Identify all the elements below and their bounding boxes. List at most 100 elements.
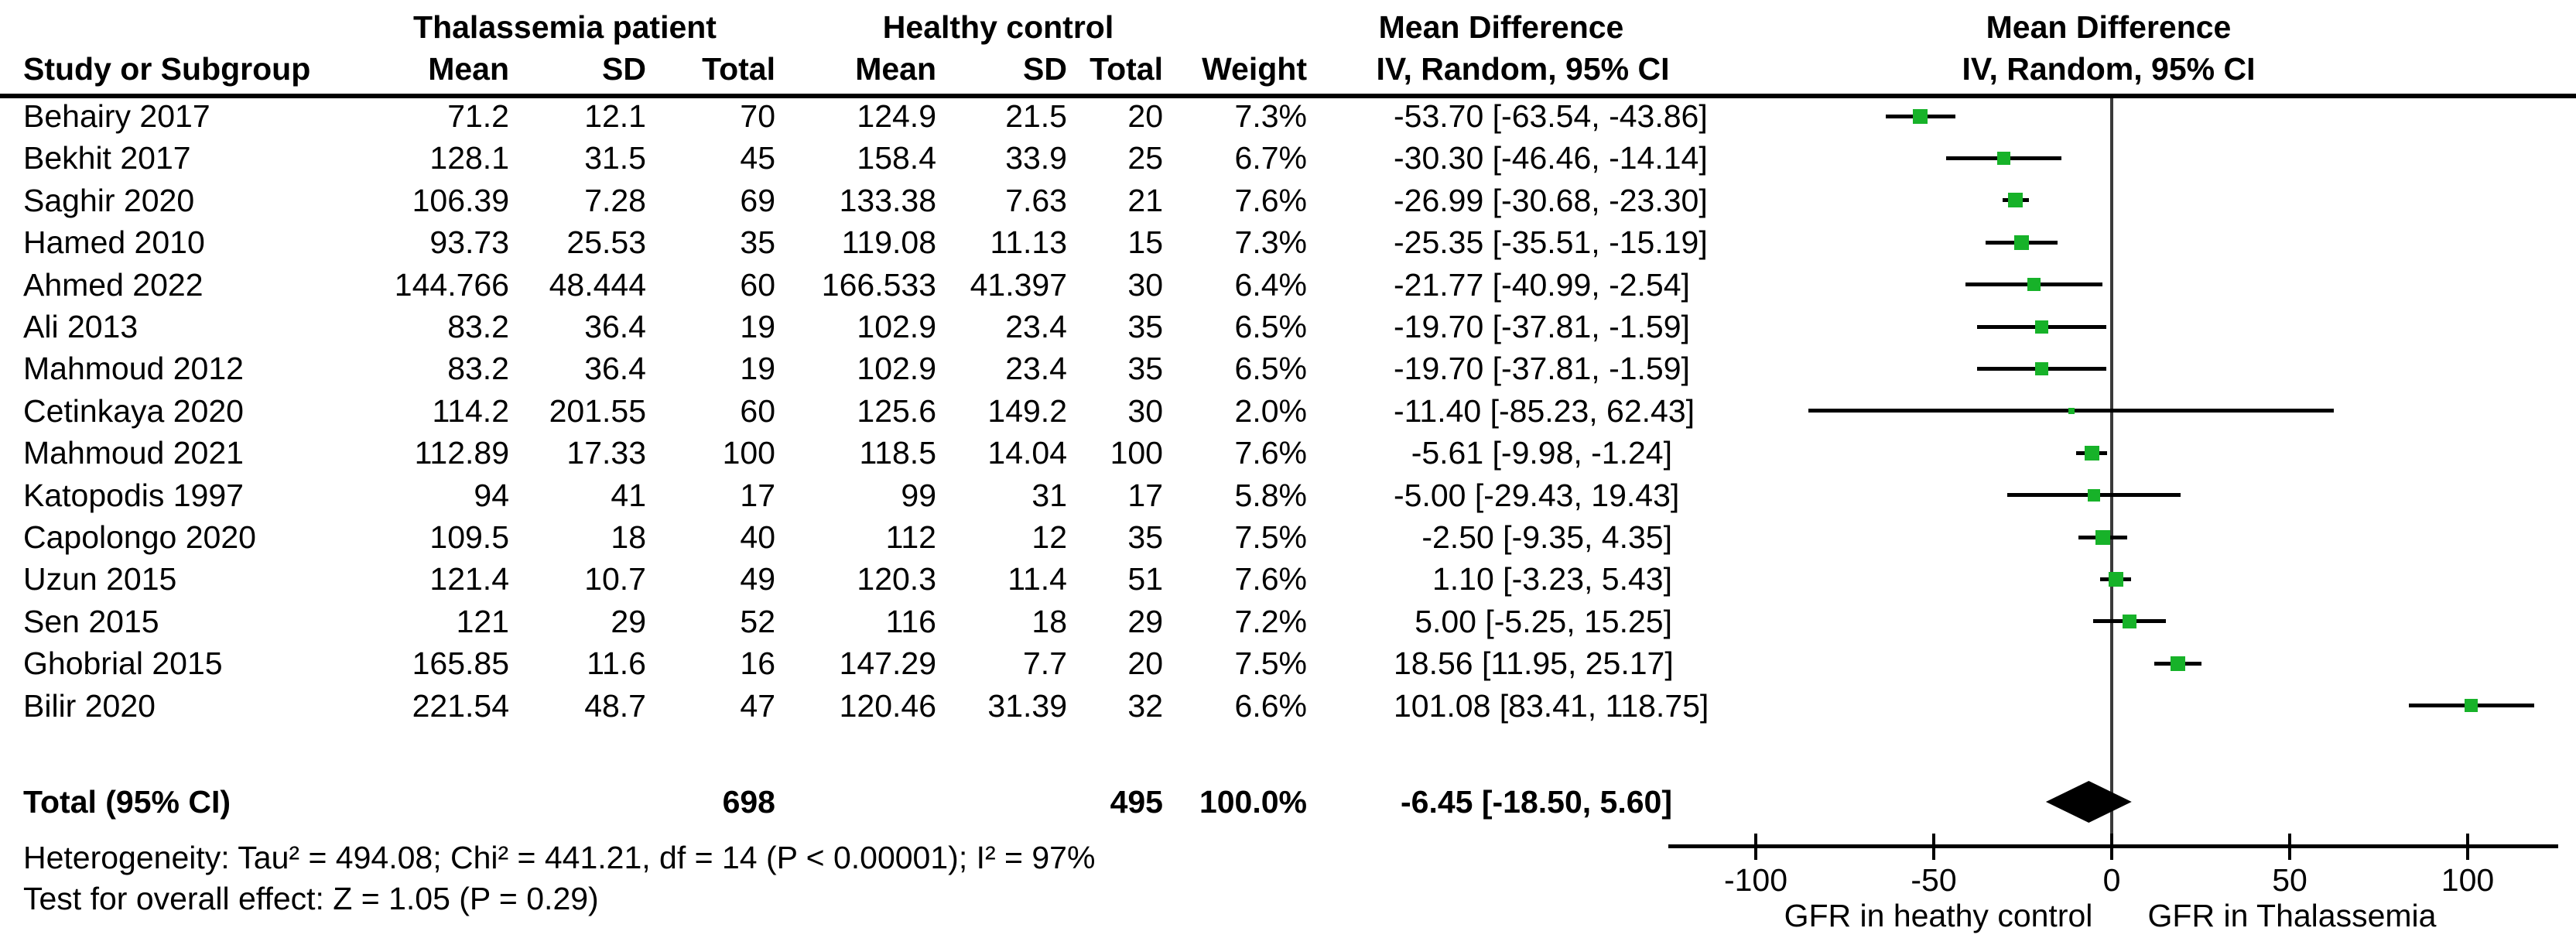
cell-ci: 5.00 [-5.25, 15.25]	[1415, 603, 1672, 639]
cell-ci: -11.40 [-85.23, 62.43]	[1394, 392, 1695, 429]
cell-c_sd: 18	[1031, 603, 1067, 639]
cell-c_total: 35	[1127, 351, 1163, 387]
cell-ci: -53.70 [-63.54, -43.86]	[1394, 98, 1708, 134]
cell-c_total: 21	[1127, 182, 1163, 218]
cell-ci: -19.70 [-37.81, -1.59]	[1394, 309, 1690, 344]
cell-t_sd: 48.7	[584, 687, 646, 724]
cell-weight: 7.6%	[1234, 435, 1307, 471]
cell-c_sd: 23.4	[1005, 309, 1067, 344]
cell-c_total: 20	[1127, 645, 1163, 682]
cell-t_total: 17	[740, 477, 775, 513]
point-estimate-square	[2034, 361, 2048, 375]
cell-weight: 6.5%	[1234, 309, 1307, 344]
point-estimate-square	[2095, 529, 2110, 545]
total-row-weight: 100.0%	[1199, 784, 1307, 820]
cell-weight: 7.5%	[1234, 519, 1307, 555]
cell-c_sd: 149.2	[987, 392, 1067, 429]
column-header-sd-thalassemia: SD	[602, 51, 646, 87]
cell-t_sd: 36.4	[584, 309, 646, 344]
cell-t_sd: 12.1	[584, 98, 646, 134]
cell-c_sd: 7.63	[1005, 182, 1067, 218]
cell-t_total: 69	[740, 182, 775, 218]
column-header-weight: Weight	[1202, 51, 1307, 87]
cell-t_mean: 165.85	[412, 645, 509, 682]
total-row-ci-text: -6.45 [-18.50, 5.60]	[1401, 784, 1672, 820]
cell-c_total: 35	[1127, 309, 1163, 344]
point-estimate-square	[2170, 656, 2185, 671]
cell-t_mean: 93.73	[429, 224, 509, 261]
cell-t_mean: 112.89	[414, 435, 509, 471]
column-header-mean-thalassemia: Mean	[428, 51, 509, 87]
cell-weight: 6.6%	[1234, 687, 1307, 724]
cell-study: Hamed 2010	[23, 224, 205, 261]
cell-c_mean: 119.08	[841, 224, 936, 261]
cell-c_mean: 112	[885, 519, 936, 555]
cell-t_total: 60	[740, 266, 775, 303]
cell-ci: 101.08 [83.41, 118.75]	[1394, 687, 1709, 724]
cell-c_total: 32	[1127, 687, 1163, 724]
cell-study: Katopodis 1997	[23, 477, 244, 513]
column-header-total-thalassemia: Total	[702, 51, 775, 87]
point-estimate-square	[1997, 151, 2011, 165]
cell-ci: -5.61 [-9.98, -1.24]	[1411, 435, 1672, 471]
axis-tick-label: 50	[2272, 862, 2307, 898]
cell-study: Bekhit 2017	[23, 140, 191, 176]
cell-t_total: 19	[740, 351, 775, 387]
cell-t_mean: 106.39	[412, 182, 509, 218]
point-estimate-square	[1913, 108, 1928, 124]
cell-c_total: 29	[1127, 603, 1163, 639]
cell-weight: 5.8%	[1234, 477, 1307, 513]
cell-c_mean: 118.5	[859, 435, 936, 471]
x-axis-label-left: GFR in heathy control	[1784, 898, 2093, 933]
cell-t_mean: 83.2	[447, 309, 509, 344]
point-estimate-square	[2013, 235, 2029, 250]
cell-t_sd: 36.4	[584, 351, 646, 387]
cell-c_sd: 7.7	[1023, 645, 1067, 682]
group-header-healthy-control: Healthy control	[882, 9, 1114, 45]
cell-c_total: 35	[1127, 519, 1163, 555]
cell-t_sd: 29	[611, 603, 646, 639]
cell-c_total: 25	[1127, 140, 1163, 176]
overall-effect-diamond	[2045, 781, 2132, 823]
cell-c_mean: 102.9	[857, 309, 936, 344]
cell-t_mean: 83.2	[447, 351, 509, 387]
x-axis-line	[1668, 844, 2558, 848]
point-estimate-square	[2108, 571, 2123, 587]
cell-weight: 6.4%	[1234, 266, 1307, 303]
x-axis-label-right: GFR in Thalassemia	[2147, 898, 2437, 933]
column-header-ci-plot: IV, Random, 95% CI	[1962, 51, 2256, 87]
mean-difference-text-column-title: Mean Difference	[1378, 9, 1624, 45]
axis-tick-label: 100	[2441, 862, 2495, 898]
cell-t_sd: 25.53	[566, 224, 646, 261]
cell-t_total: 52	[740, 603, 775, 639]
cell-c_mean: 166.533	[821, 266, 936, 303]
cell-t_total: 70	[740, 98, 775, 134]
cell-c_total: 15	[1127, 224, 1163, 261]
cell-ci: 1.10 [-3.23, 5.43]	[1432, 561, 1672, 597]
cell-c_total: 20	[1127, 98, 1163, 134]
cell-weight: 7.3%	[1234, 98, 1307, 134]
cell-ci: -30.30 [-46.46, -14.14]	[1394, 140, 1708, 176]
cell-c_sd: 14.04	[987, 435, 1067, 471]
cell-t_total: 16	[740, 645, 775, 682]
cell-t_sd: 7.28	[584, 182, 646, 218]
cell-c_sd: 23.4	[1005, 351, 1067, 387]
cell-study: Ghobrial 2015	[23, 645, 223, 682]
axis-tick	[2466, 834, 2469, 860]
cell-t_total: 35	[740, 224, 775, 261]
zero-reference-line	[2110, 98, 2113, 846]
cell-t_total: 19	[740, 309, 775, 344]
cell-study: Ali 2013	[23, 309, 139, 344]
cell-c_sd: 11.13	[990, 224, 1067, 261]
point-estimate-square	[2465, 699, 2479, 713]
cell-c_total: 17	[1127, 477, 1163, 513]
cell-t_mean: 109.5	[429, 519, 509, 555]
axis-tick	[2110, 834, 2113, 860]
cell-t_mean: 128.1	[429, 140, 509, 176]
total-row-control-total: 495	[1110, 784, 1163, 820]
cell-t_sd: 17.33	[566, 435, 646, 471]
cell-weight: 7.2%	[1234, 603, 1307, 639]
cell-c_total: 100	[1110, 435, 1163, 471]
cell-c_mean: 102.9	[857, 351, 936, 387]
cell-c_sd: 33.9	[1005, 140, 1067, 176]
